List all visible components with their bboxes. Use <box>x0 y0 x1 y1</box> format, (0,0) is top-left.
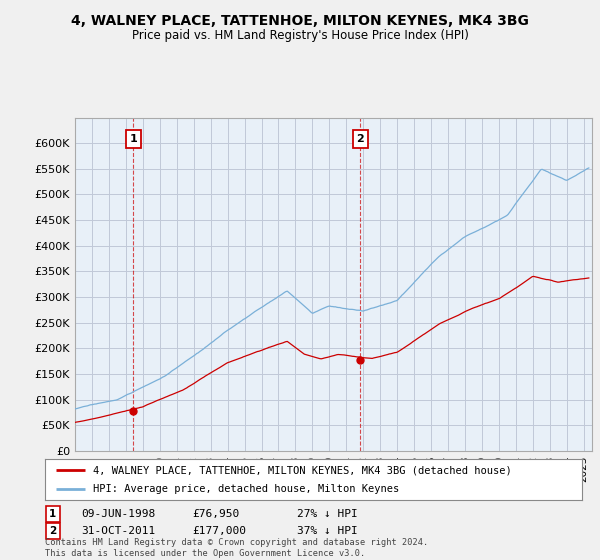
Text: 2: 2 <box>49 526 56 536</box>
Text: HPI: Average price, detached house, Milton Keynes: HPI: Average price, detached house, Milt… <box>94 484 400 494</box>
Text: 1: 1 <box>49 509 56 519</box>
Text: £177,000: £177,000 <box>192 526 246 536</box>
Text: 4, WALNEY PLACE, TATTENHOE, MILTON KEYNES, MK4 3BG: 4, WALNEY PLACE, TATTENHOE, MILTON KEYNE… <box>71 14 529 28</box>
Text: £76,950: £76,950 <box>192 509 239 519</box>
Text: 37% ↓ HPI: 37% ↓ HPI <box>297 526 358 536</box>
Text: 31-OCT-2011: 31-OCT-2011 <box>81 526 155 536</box>
Text: 1: 1 <box>130 134 137 144</box>
Text: Contains HM Land Registry data © Crown copyright and database right 2024.
This d: Contains HM Land Registry data © Crown c… <box>45 538 428 558</box>
Text: 09-JUN-1998: 09-JUN-1998 <box>81 509 155 519</box>
Text: 2: 2 <box>356 134 364 144</box>
Text: 4, WALNEY PLACE, TATTENHOE, MILTON KEYNES, MK4 3BG (detached house): 4, WALNEY PLACE, TATTENHOE, MILTON KEYNE… <box>94 465 512 475</box>
Text: 27% ↓ HPI: 27% ↓ HPI <box>297 509 358 519</box>
Text: Price paid vs. HM Land Registry's House Price Index (HPI): Price paid vs. HM Land Registry's House … <box>131 29 469 42</box>
